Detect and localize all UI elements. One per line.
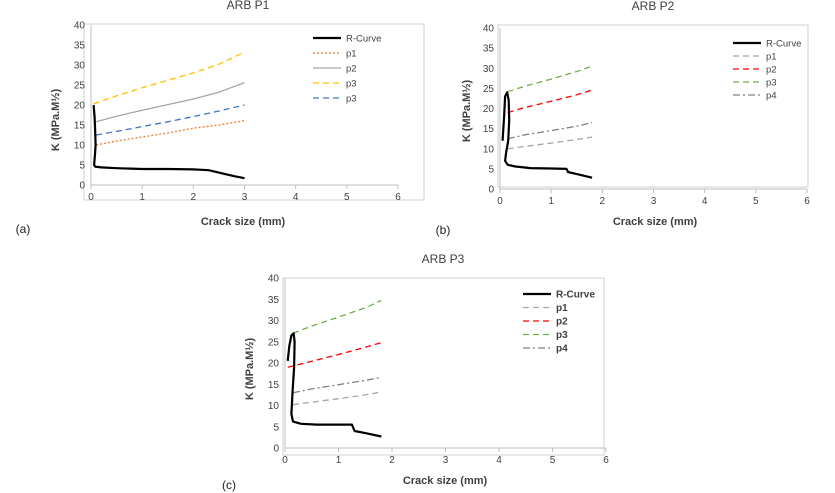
x-tick-label: 3 bbox=[651, 196, 657, 207]
x-tick-label: 0 bbox=[497, 196, 503, 207]
y-tick-label: 0 bbox=[488, 185, 494, 196]
series-line-p4 bbox=[507, 121, 593, 140]
x-tick-label: 3 bbox=[443, 455, 449, 466]
legend-label: p2 bbox=[556, 317, 568, 328]
y-axis-title: K (MPa.M½) bbox=[50, 88, 62, 151]
chart-frame bbox=[83, 23, 425, 201]
series-line-r-curve bbox=[92, 104, 245, 180]
x-tick-label: 4 bbox=[293, 192, 299, 203]
y-tick-label: 5 bbox=[488, 164, 494, 175]
chart-panel-3: ARB P3 (c) 0 5 10 15 20 25 30 35 40 0 1 2 3 4 5 6 Crack si… bbox=[222, 252, 609, 492]
x-axis-title: Crack size (mm) bbox=[403, 475, 488, 487]
x-tick-label: 2 bbox=[191, 192, 197, 203]
y-tick-label: 35 bbox=[268, 295, 280, 306]
x-tick-label: 4 bbox=[496, 455, 502, 466]
x-tick-label: 4 bbox=[702, 196, 708, 207]
x-tick-label: 1 bbox=[548, 196, 554, 207]
legend-label: R-Curve bbox=[766, 39, 801, 50]
legend-label: p3 bbox=[556, 330, 568, 341]
series-line-p1 bbox=[507, 136, 593, 150]
x-tick-label: 5 bbox=[753, 196, 759, 207]
series-line-r-curve bbox=[286, 332, 382, 438]
y-tick-label: 20 bbox=[268, 359, 280, 370]
y-tick-label: 35 bbox=[74, 41, 86, 52]
x-tick-label: 2 bbox=[600, 196, 606, 207]
x-tick-label: 2 bbox=[389, 455, 395, 466]
y-tick-label: 20 bbox=[74, 101, 86, 112]
y-tick-label: 15 bbox=[483, 124, 495, 135]
chart-frame bbox=[497, 24, 809, 188]
legend-label: p1 bbox=[346, 49, 357, 60]
x-tick-label: 6 bbox=[395, 192, 401, 203]
y-tick-label: 35 bbox=[483, 44, 495, 55]
x-axis-title: Crack size (mm) bbox=[613, 216, 698, 228]
series-line-p2 bbox=[507, 89, 593, 114]
legend-label: p2 bbox=[766, 65, 777, 76]
series-line-p3 bbox=[507, 65, 593, 93]
x-tick-label: 6 bbox=[804, 196, 810, 207]
legend-label: p3 bbox=[766, 78, 777, 89]
y-tick-label: 5 bbox=[79, 161, 85, 172]
chart-frame bbox=[282, 277, 605, 456]
legend-label: p1 bbox=[766, 52, 777, 63]
y-tick-label: 15 bbox=[268, 380, 280, 391]
y-tick-label: 10 bbox=[74, 141, 86, 152]
legend-label: p3 bbox=[346, 94, 357, 105]
x-tick-label: 5 bbox=[344, 192, 350, 203]
y-tick-label: 0 bbox=[273, 444, 279, 455]
series-line-p4 bbox=[292, 376, 382, 394]
y-axis-title: K (MPa.M½) bbox=[244, 337, 256, 400]
legend-label: R-Curve bbox=[346, 34, 381, 45]
series-line-p3 bbox=[292, 299, 382, 334]
series-line-r-curve bbox=[501, 91, 593, 179]
x-tick-label: 1 bbox=[336, 455, 342, 466]
panel-label: (a) bbox=[16, 222, 31, 236]
y-tick-label: 15 bbox=[74, 121, 86, 132]
y-axis-title: K (MPa.M½) bbox=[461, 79, 473, 142]
legend-label: p1 bbox=[556, 303, 568, 314]
x-tick-label: 1 bbox=[139, 192, 145, 203]
legend-label: p3 bbox=[346, 79, 357, 90]
panel-label: (b) bbox=[436, 223, 451, 237]
series-line-p2 bbox=[287, 341, 382, 368]
chart-panel-1: ARB P1 (a) 0 5 10 15 20 25 30 35 40 0 1 2 3 4 5 6 Crack si… bbox=[16, 0, 425, 236]
y-tick-label: 10 bbox=[268, 401, 280, 412]
series-line-p3 bbox=[95, 104, 245, 136]
x-tick-label: 0 bbox=[282, 455, 288, 466]
chart-panel-2: ARB P2 (b) 0 5 10 15 20 25 30 35 40 0 1 2 3 4 5 6 Crack si… bbox=[436, 0, 811, 237]
y-tick-label: 20 bbox=[483, 104, 495, 115]
series-line-p1 bbox=[292, 391, 382, 406]
x-tick-label: 0 bbox=[88, 192, 94, 203]
y-tick-label: 30 bbox=[483, 64, 495, 75]
legend-label: p4 bbox=[766, 91, 777, 102]
panel-label: (c) bbox=[222, 478, 236, 492]
x-tick-label: 3 bbox=[242, 192, 248, 203]
y-tick-label: 30 bbox=[268, 316, 280, 327]
legend-label: p4 bbox=[556, 344, 568, 355]
y-tick-label: 0 bbox=[79, 181, 85, 192]
y-tick-label: 25 bbox=[483, 84, 495, 95]
y-tick-label: 25 bbox=[268, 337, 280, 348]
x-tick-label: 5 bbox=[550, 455, 556, 466]
chart-title: ARB P1 bbox=[227, 0, 270, 12]
series-line-p2 bbox=[95, 81, 245, 123]
legend-label: p2 bbox=[346, 64, 357, 75]
y-tick-label: 25 bbox=[74, 81, 86, 92]
legend-label: R-Curve bbox=[556, 290, 595, 301]
x-axis-title: Crack size (mm) bbox=[201, 216, 286, 228]
series-line-p3 bbox=[93, 51, 245, 105]
y-tick-label: 40 bbox=[74, 21, 86, 32]
y-tick-label: 5 bbox=[273, 422, 279, 433]
chart-title: ARB P3 bbox=[422, 252, 465, 266]
y-tick-label: 30 bbox=[74, 61, 86, 72]
y-tick-label: 40 bbox=[268, 274, 280, 285]
series-line-p1 bbox=[95, 119, 245, 146]
x-tick-label: 6 bbox=[603, 455, 609, 466]
y-tick-label: 10 bbox=[483, 144, 495, 155]
y-tick-label: 40 bbox=[483, 24, 495, 35]
chart-title: ARB P2 bbox=[632, 0, 675, 13]
